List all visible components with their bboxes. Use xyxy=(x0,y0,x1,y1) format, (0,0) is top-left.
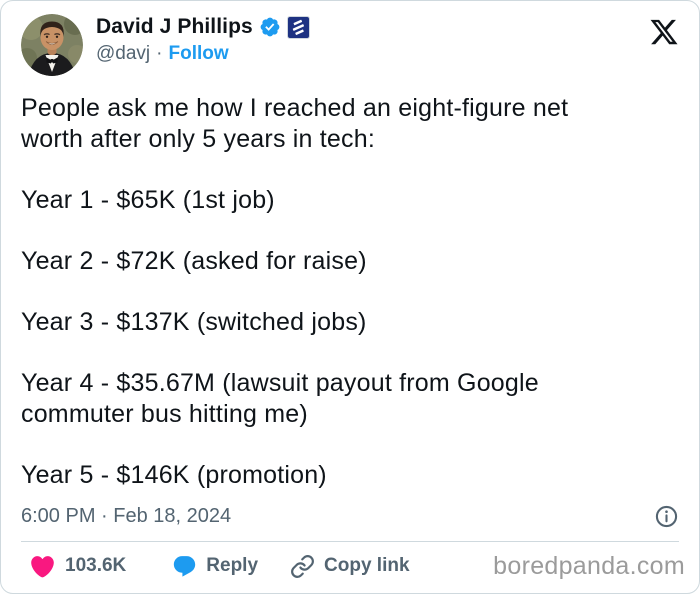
tweet-paragraph: Year 1 - $65K (1st job) xyxy=(21,186,275,214)
affiliate-badge-icon[interactable] xyxy=(286,15,310,39)
like-button[interactable]: 103.6K xyxy=(29,553,126,580)
copy-link-label: Copy link xyxy=(324,555,410,576)
like-count: 103.6K xyxy=(65,555,127,576)
tweet-paragraph: Year 4 - $35.67M (lawsuit payout from Go… xyxy=(21,369,539,428)
display-name[interactable]: David J Phillips xyxy=(96,15,253,38)
avatar[interactable] xyxy=(21,14,83,76)
tweet-text: People ask me how I reached an eight-fig… xyxy=(21,93,601,491)
user-handle[interactable]: @davj xyxy=(96,43,151,64)
copy-link-button[interactable]: Copy link xyxy=(290,554,410,579)
timestamp-row: 6:00 PM · Feb 18, 2024 xyxy=(21,504,679,529)
identity-block: David J Phillips xyxy=(96,14,310,65)
profile-photo xyxy=(21,14,83,76)
name-row: David J Phillips xyxy=(96,15,310,39)
watermark: boredpanda.com xyxy=(493,551,685,580)
reply-label: Reply xyxy=(206,555,259,576)
heart-icon xyxy=(31,555,54,577)
timestamp[interactable]: 6:00 PM · Feb 18, 2024 xyxy=(21,505,232,527)
tweet-paragraph: Year 3 - $137K (switched jobs) xyxy=(21,308,367,336)
action-bar: 103.6K Reply Copy link boredpanda.com xyxy=(21,542,685,593)
tweet-paragraph: Year 2 - $72K (asked for raise) xyxy=(21,247,367,275)
follow-button[interactable]: Follow xyxy=(168,43,229,64)
divider xyxy=(21,541,679,542)
handle-row: @davj · Follow xyxy=(96,43,310,65)
info-icon[interactable] xyxy=(654,504,679,529)
tweet-header: David J Phillips xyxy=(21,14,679,76)
reply-button[interactable]: Reply xyxy=(172,554,258,579)
verified-badge-icon xyxy=(259,16,281,38)
link-icon xyxy=(291,554,314,578)
x-logo-icon[interactable] xyxy=(649,17,679,52)
separator-dot: · xyxy=(156,43,163,64)
tweet-paragraph: People ask me how I reached an eight-fig… xyxy=(21,94,569,153)
reply-bubble-icon xyxy=(174,555,196,577)
tweet-paragraph: Year 5 - $146K (promotion) xyxy=(21,461,327,489)
